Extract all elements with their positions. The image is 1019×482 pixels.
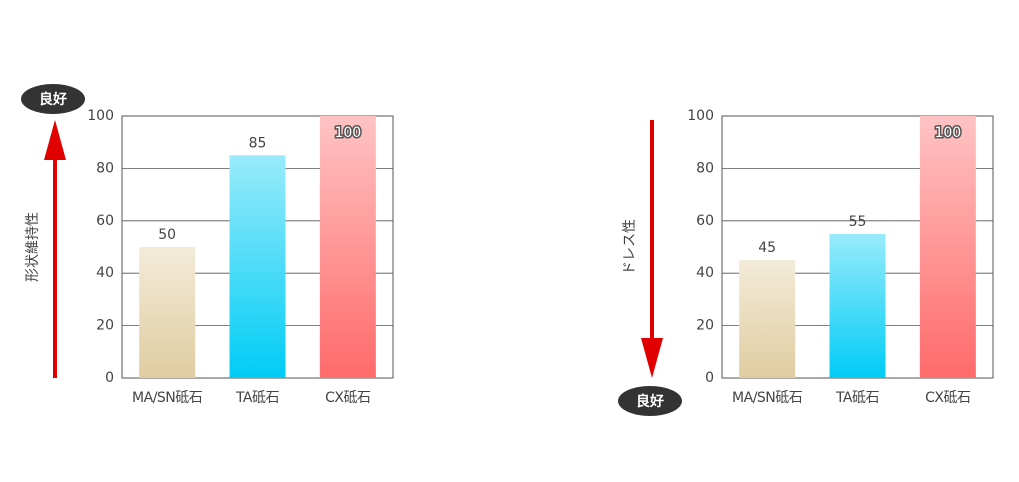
bar [739,260,796,378]
arrow-head [641,338,663,378]
data-label: 55 [849,214,867,230]
y-tick-label: 0 [705,370,714,386]
bar [829,233,886,378]
data-label: 100 [334,125,361,141]
badge-label: 良好 [39,91,67,108]
x-tick-label: MA/SN砥石 [132,390,203,406]
y-tick-label: 80 [96,160,114,176]
y-tick-label: 60 [96,213,114,229]
data-label: 85 [249,135,267,151]
x-tick-label: TA砥石 [235,390,280,406]
x-tick-label: MA/SN砥石 [732,390,803,406]
y-tick-label: 80 [696,160,714,176]
y-tick-label: 20 [96,318,114,334]
x-tick-label: CX砥石 [925,390,971,406]
y-tick-label: 60 [696,213,714,229]
y-axis-label: ドレス性 [622,219,638,275]
x-tick-label: CX砥石 [325,390,371,406]
y-tick-label: 100 [687,108,714,124]
x-tick-label: TA砥石 [835,390,880,406]
badge-label: 良好 [636,393,664,410]
y-tick-label: 40 [96,265,114,281]
data-label: 100 [934,125,961,141]
data-label: 45 [758,240,776,256]
y-axis-label: 形状維持性 [25,212,41,282]
bar [229,155,286,378]
bar [319,116,376,378]
badge [21,84,85,114]
y-tick-label: 40 [696,265,714,281]
badge [618,386,682,416]
y-tick-label: 20 [696,318,714,334]
bar [139,247,196,378]
y-tick-label: 0 [105,370,114,386]
arrow-head [44,120,66,160]
data-label: 50 [158,227,176,243]
y-tick-label: 100 [87,108,114,124]
bar [919,116,976,378]
